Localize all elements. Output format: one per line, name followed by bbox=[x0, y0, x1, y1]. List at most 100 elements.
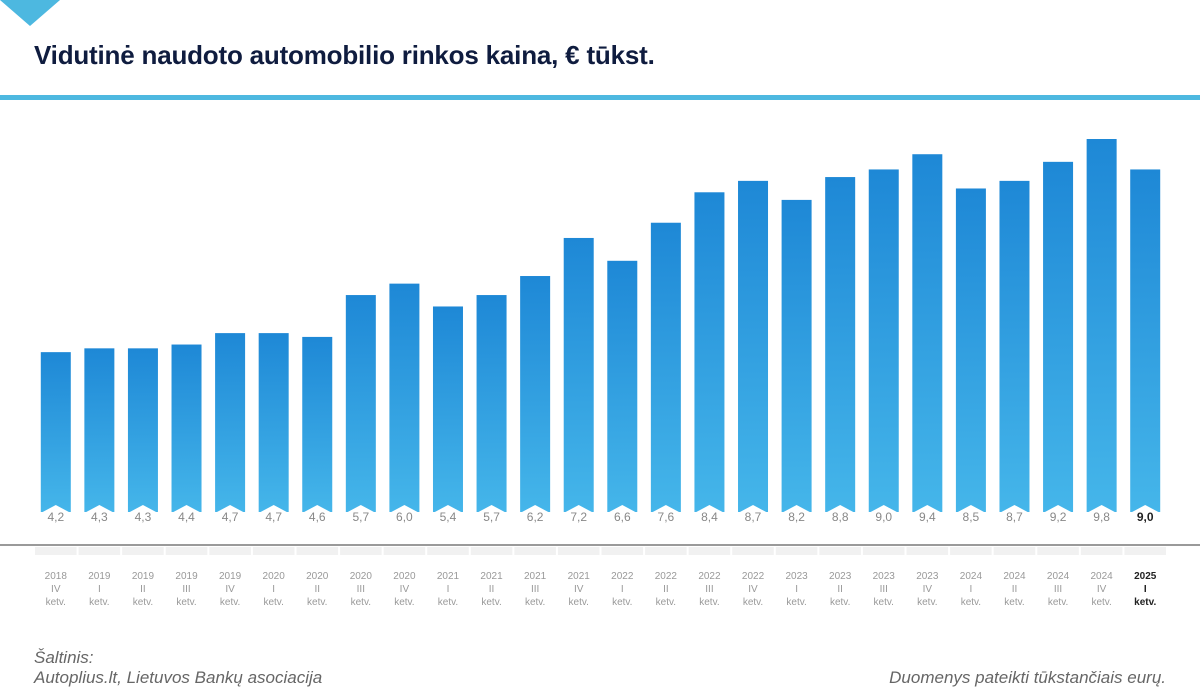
tick-band-22 bbox=[993, 547, 1036, 555]
tick-label-year-13: 2022 bbox=[611, 571, 634, 582]
tick-label-unit-12: ketv. bbox=[569, 597, 589, 608]
tick-band-12 bbox=[557, 547, 600, 555]
tick-band-3 bbox=[165, 547, 208, 555]
tick-label-year-2: 2019 bbox=[132, 571, 155, 582]
tick-label-quarter-15: III bbox=[705, 584, 713, 595]
tick-label-year-12: 2021 bbox=[568, 571, 591, 582]
tick-band-7 bbox=[340, 547, 382, 555]
bar-14 bbox=[650, 222, 681, 513]
tick-label-quarter-6: II bbox=[314, 584, 320, 595]
bars-group bbox=[40, 139, 1161, 513]
bar-notch-8 bbox=[389, 505, 420, 513]
tick-band-10 bbox=[470, 547, 513, 555]
value-label-13: 6,6 bbox=[614, 510, 631, 524]
value-label-18: 8,8 bbox=[832, 510, 849, 524]
bar-16 bbox=[738, 180, 769, 512]
tick-band-25 bbox=[1124, 547, 1166, 555]
bar-notch-18 bbox=[825, 505, 856, 513]
value-label-1: 4,3 bbox=[91, 510, 108, 524]
tick-label-unit-19: ketv. bbox=[874, 597, 894, 608]
tick-label-year-5: 2020 bbox=[263, 571, 286, 582]
tick-label-unit-8: ketv. bbox=[394, 597, 414, 608]
value-label-14: 7,6 bbox=[658, 510, 675, 524]
tick-label-quarter-25: I bbox=[1144, 584, 1147, 595]
tick-band-23 bbox=[1037, 547, 1079, 555]
tick-label-year-16: 2022 bbox=[742, 571, 765, 582]
tick-band-6 bbox=[296, 547, 339, 555]
value-label-7: 5,7 bbox=[352, 510, 369, 524]
bar-notch-15 bbox=[694, 505, 725, 513]
tick-band-24 bbox=[1080, 547, 1123, 555]
tick-label-quarter-22: II bbox=[1012, 584, 1018, 595]
bar-notch-0 bbox=[40, 505, 71, 513]
tick-band-4 bbox=[209, 547, 251, 555]
bar-4 bbox=[215, 333, 246, 512]
tick-label-year-19: 2023 bbox=[873, 571, 896, 582]
tick-label-quarter-14: II bbox=[663, 584, 669, 595]
bar-notch-2 bbox=[127, 505, 158, 513]
value-label-6: 4,6 bbox=[309, 510, 326, 524]
tick-label-unit-7: ketv. bbox=[351, 597, 371, 608]
tick-band-13 bbox=[601, 547, 644, 555]
tick-band-2 bbox=[122, 547, 164, 555]
tick-label-unit-11: ketv. bbox=[525, 597, 545, 608]
bar-25 bbox=[1130, 169, 1161, 512]
value-label-15: 8,4 bbox=[701, 510, 718, 524]
bar-notch-3 bbox=[171, 505, 202, 513]
bar-notch-20 bbox=[912, 505, 943, 513]
tick-label-quarter-9: I bbox=[447, 584, 450, 595]
tick-label-quarter-11: III bbox=[531, 584, 539, 595]
tick-label-unit-2: ketv. bbox=[133, 597, 153, 608]
bar-20 bbox=[912, 154, 943, 512]
bar-notch-17 bbox=[781, 505, 812, 513]
tick-label-unit-0: ketv. bbox=[46, 597, 66, 608]
tick-label-quarter-1: I bbox=[98, 584, 101, 595]
tick-label-quarter-19: III bbox=[880, 584, 888, 595]
tick-label-year-6: 2020 bbox=[306, 571, 329, 582]
tick-label-unit-14: ketv. bbox=[656, 597, 676, 608]
value-label-4: 4,7 bbox=[222, 510, 239, 524]
bar-15 bbox=[694, 192, 725, 513]
tick-label-quarter-16: IV bbox=[748, 584, 758, 595]
value-label-0: 4,2 bbox=[47, 510, 64, 524]
bar-notch-11 bbox=[520, 505, 551, 513]
bar-18 bbox=[825, 177, 856, 512]
bar-notch-1 bbox=[84, 505, 115, 513]
bar-1 bbox=[84, 348, 115, 512]
tick-label-year-7: 2020 bbox=[350, 571, 373, 582]
value-label-8: 6,0 bbox=[396, 510, 413, 524]
tick-label-unit-20: ketv. bbox=[917, 597, 937, 608]
bar-notch-9 bbox=[432, 505, 463, 513]
bar-2 bbox=[127, 348, 158, 512]
bar-notch-23 bbox=[1043, 505, 1074, 513]
source-text: Autoplius.lt, Lietuvos Bankų asociacija bbox=[34, 668, 323, 687]
tick-label-unit-6: ketv. bbox=[307, 597, 327, 608]
tick-label-year-4: 2019 bbox=[219, 571, 242, 582]
bar-notch-22 bbox=[999, 505, 1030, 513]
units-note: Duomenys pateikti tūkstančiais eurų. bbox=[889, 668, 1166, 687]
bar-8 bbox=[389, 283, 420, 512]
tick-label-quarter-5: I bbox=[272, 584, 275, 595]
tick-label-unit-25: ketv. bbox=[1134, 597, 1156, 608]
value-label-2: 4,3 bbox=[135, 510, 152, 524]
tick-label-unit-18: ketv. bbox=[830, 597, 850, 608]
bar-notch-16 bbox=[738, 505, 769, 513]
tick-band-18 bbox=[819, 547, 861, 555]
tick-label-quarter-13: I bbox=[621, 584, 624, 595]
bar-notch-21 bbox=[955, 505, 986, 513]
tick-label-unit-24: ketv. bbox=[1091, 597, 1111, 608]
tick-label-unit-13: ketv. bbox=[612, 597, 632, 608]
tick-label-year-14: 2022 bbox=[655, 571, 678, 582]
tick-label-year-23: 2024 bbox=[1047, 571, 1070, 582]
tick-label-year-25: 2025 bbox=[1134, 571, 1157, 582]
tick-label-year-9: 2021 bbox=[437, 571, 460, 582]
tick-label-unit-23: ketv. bbox=[1048, 597, 1068, 608]
tick-label-unit-10: ketv. bbox=[481, 597, 501, 608]
value-label-3: 4,4 bbox=[178, 510, 195, 524]
bar-notch-14 bbox=[650, 505, 681, 513]
tick-label-year-20: 2023 bbox=[916, 571, 939, 582]
bar-notch-6 bbox=[302, 505, 333, 513]
value-label-11: 6,2 bbox=[527, 510, 544, 524]
value-label-12: 7,2 bbox=[570, 510, 587, 524]
value-label-16: 8,7 bbox=[745, 510, 762, 524]
